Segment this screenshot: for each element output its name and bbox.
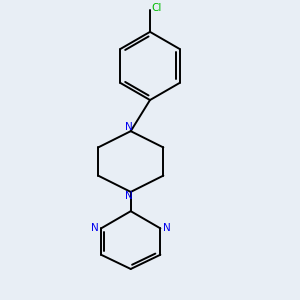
Text: N: N (163, 223, 171, 233)
Text: N: N (125, 191, 133, 201)
Text: N: N (91, 223, 98, 233)
Text: Cl: Cl (152, 3, 162, 13)
Text: N: N (125, 122, 133, 132)
